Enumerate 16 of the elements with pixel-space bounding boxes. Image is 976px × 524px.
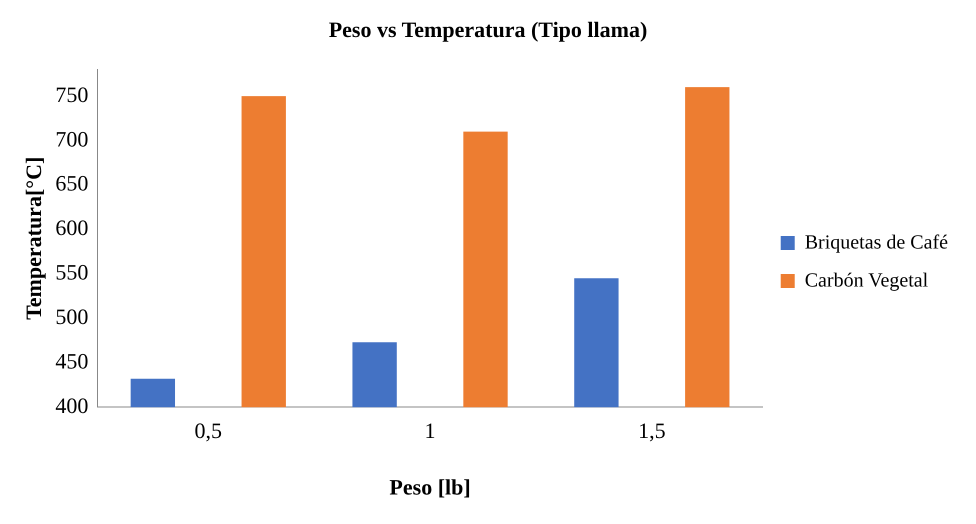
- y-tick-label: 400: [55, 392, 88, 418]
- y-tick-label: 600: [55, 215, 88, 240]
- y-tick-label: 500: [55, 304, 88, 330]
- y-tick-label: 700: [55, 126, 88, 152]
- x-tick-label: 0,5: [194, 418, 222, 444]
- y-tick-label: 650: [55, 170, 88, 196]
- chart-title: Peso vs Temperatura (Tipo llama): [328, 16, 648, 42]
- legend-label: Carbón Vegetal: [804, 269, 929, 292]
- y-tick-label: 450: [55, 348, 88, 374]
- legend-label: Briquetas de Café: [804, 231, 948, 254]
- x-tick-label: 1,5: [638, 418, 666, 444]
- y-tick-label: 550: [55, 260, 88, 285]
- y-tick-label: 750: [55, 82, 88, 107]
- x-tick-label: 1: [424, 418, 436, 444]
- x-axis-title: Peso [lb]: [389, 474, 471, 500]
- y-axis-title: Temperatura[°C]: [20, 156, 46, 320]
